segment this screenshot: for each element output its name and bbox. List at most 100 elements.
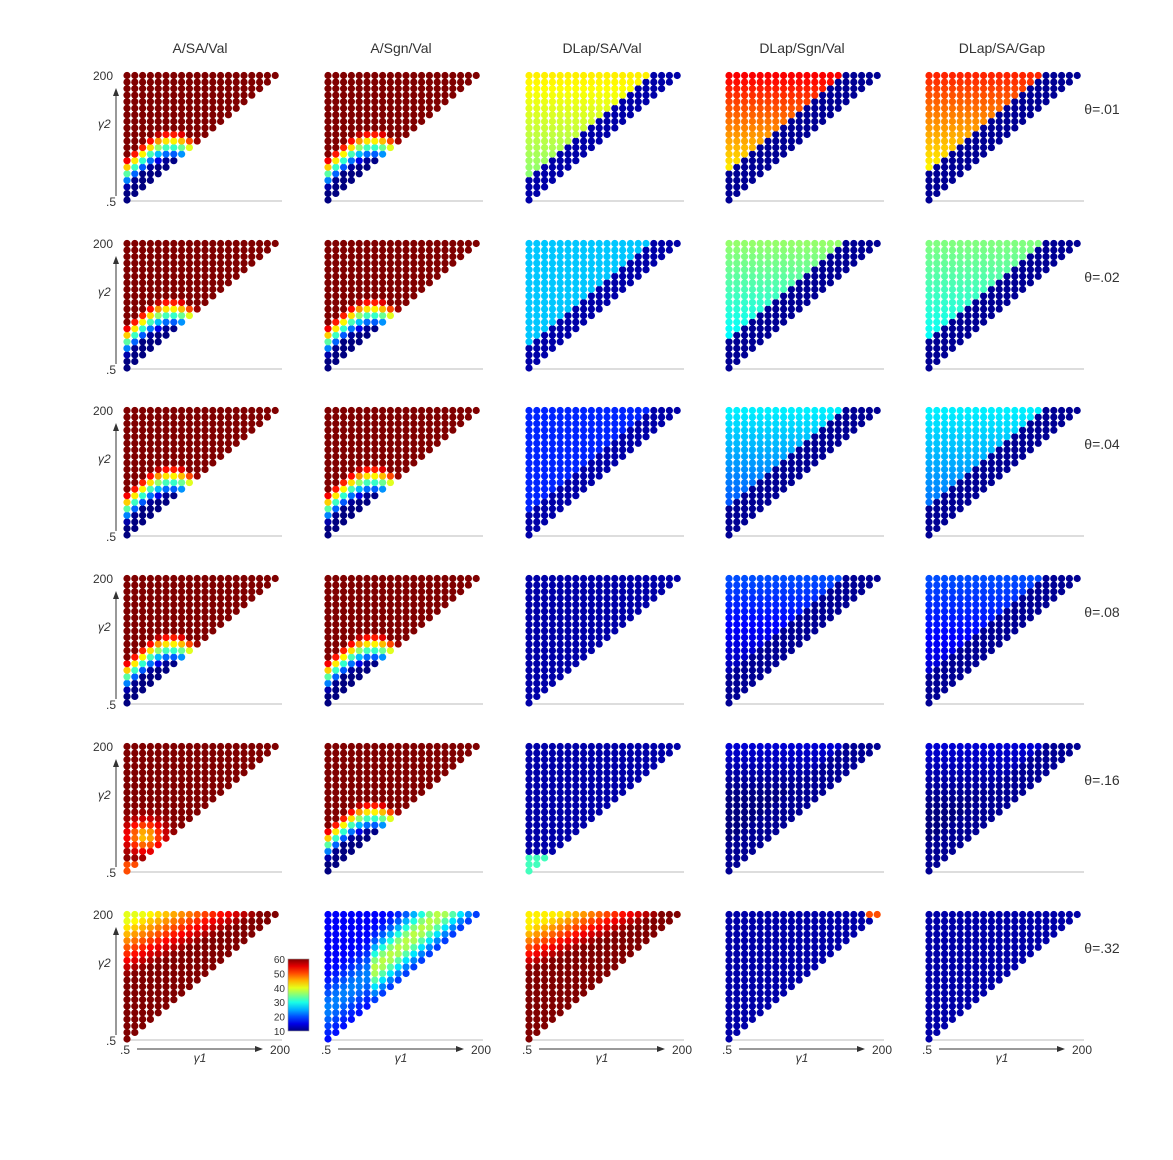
data-point: [347, 157, 355, 165]
data-point: [564, 163, 572, 171]
data-point: [580, 413, 588, 421]
data-point: [217, 426, 225, 434]
data-point: [995, 298, 1003, 307]
data-point: [131, 847, 139, 855]
data-point: [564, 439, 572, 447]
data-point: [933, 318, 941, 326]
data-point: [1019, 91, 1027, 99]
data-point: [123, 311, 131, 320]
data-point: [826, 601, 835, 609]
data-point: [363, 775, 371, 783]
data-point: [178, 742, 186, 751]
data-point: [741, 406, 749, 415]
data-point: [826, 406, 835, 415]
data-point: [363, 85, 371, 93]
data-point: [193, 756, 201, 764]
data-point: [201, 742, 209, 751]
data-point: [580, 465, 588, 474]
data-point: [185, 775, 193, 783]
data-point: [556, 614, 564, 622]
data-point: [162, 808, 170, 816]
data-point: [587, 465, 596, 474]
data-point: [1003, 117, 1011, 125]
column-title: DLap/SA/Val: [562, 40, 641, 56]
data-point: [787, 795, 796, 803]
data-point: [764, 331, 772, 339]
data-point: [980, 485, 988, 493]
data-point: [217, 259, 225, 267]
data-point: [340, 137, 348, 145]
data-point: [772, 420, 780, 428]
data-point: [217, 581, 225, 589]
data-point: [956, 505, 964, 513]
data-point: [347, 325, 355, 333]
data-point: [410, 594, 418, 602]
data-point: [332, 808, 340, 816]
data-point: [865, 239, 874, 248]
data-point: [741, 775, 749, 783]
data-point: [162, 150, 170, 158]
data-point: [725, 627, 733, 635]
data-point: [154, 775, 162, 783]
data-point: [580, 91, 588, 99]
data-point: [725, 364, 733, 372]
data-point: [525, 331, 533, 339]
data-point: [248, 413, 256, 421]
data-point: [956, 117, 964, 125]
data-point: [748, 98, 757, 106]
data-point: [603, 620, 611, 628]
data-point: [340, 292, 348, 300]
data-point: [410, 117, 418, 125]
data-point: [595, 633, 603, 642]
data-point: [541, 821, 549, 829]
data-point: [162, 446, 170, 454]
data-point: [780, 446, 788, 454]
data-point: [185, 272, 193, 280]
data-point: [1019, 594, 1027, 602]
data-point: [756, 775, 764, 783]
data-point: [123, 351, 131, 359]
data-point: [394, 594, 402, 602]
data-point: [980, 439, 988, 447]
data-point: [556, 311, 564, 320]
data-point: [379, 272, 387, 280]
data-point: [572, 130, 580, 139]
data-point: [572, 85, 580, 93]
data-point: [626, 607, 635, 615]
data-point: [394, 620, 402, 628]
data-point: [170, 762, 178, 770]
data-point: [972, 646, 980, 655]
data-point: [394, 104, 402, 112]
data-point: [541, 150, 549, 158]
data-point: [587, 406, 596, 415]
data-point: [941, 465, 949, 474]
data-point: [1026, 446, 1034, 454]
data-point: [634, 259, 642, 267]
data-point: [425, 78, 433, 86]
data-point: [146, 627, 154, 635]
data-point: [626, 253, 635, 261]
data-point: [634, 588, 642, 596]
data-point: [340, 614, 348, 622]
data-point: [139, 795, 147, 803]
data-point: [170, 828, 178, 836]
data-point: [587, 292, 596, 300]
data-point: [178, 646, 186, 655]
data-point: [371, 426, 379, 434]
data-point: [332, 485, 340, 493]
data-point: [948, 679, 957, 687]
data-point: [564, 646, 572, 655]
data-point: [650, 742, 658, 751]
data-point: [425, 742, 433, 751]
data-point: [170, 311, 178, 320]
data-point: [193, 459, 201, 467]
data-point: [764, 311, 772, 320]
data-point: [748, 157, 757, 165]
data-point: [803, 588, 811, 596]
data-point: [556, 581, 564, 589]
data-point: [795, 574, 803, 583]
data-point: [449, 239, 457, 248]
data-point: [178, 420, 186, 428]
data-point: [355, 85, 363, 93]
data-point: [139, 305, 147, 313]
